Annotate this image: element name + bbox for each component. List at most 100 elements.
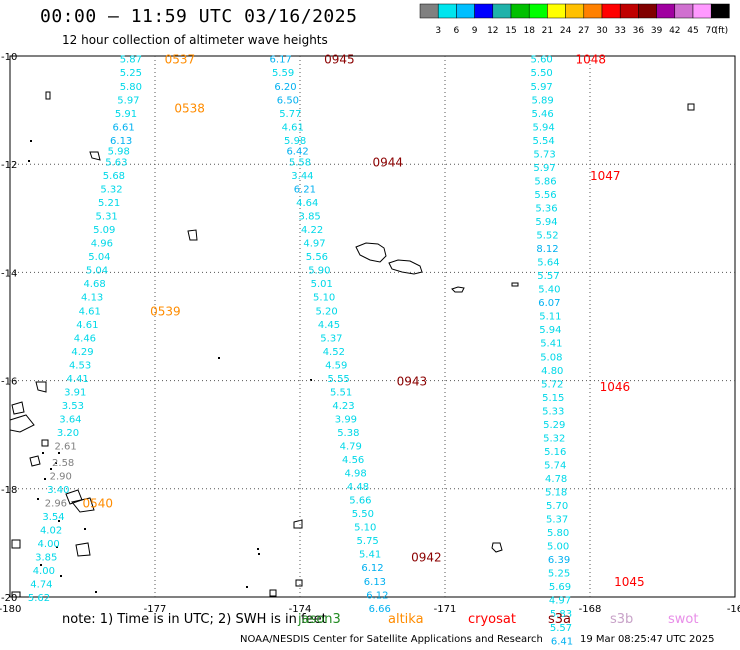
islet — [218, 357, 220, 359]
pass-label: 0944 — [373, 155, 404, 169]
wave-height-value: 4.98 — [344, 469, 366, 480]
wave-height-value: 5.21 — [98, 198, 120, 209]
wave-height-value: 5.00 — [547, 542, 569, 553]
islet — [50, 468, 52, 470]
islet — [95, 591, 97, 593]
wave-height-value: 6.07 — [538, 298, 560, 309]
wave-height-value: 5.33 — [542, 406, 564, 417]
wave-height-value: 5.32 — [543, 433, 565, 444]
wave-height-value: 5.16 — [544, 447, 566, 458]
island-m — [71, 497, 95, 513]
wave-height-value: 4.56 — [342, 455, 364, 466]
lon-tick-label: -168 — [579, 604, 602, 615]
islet — [40, 564, 42, 566]
pass-label: 0539 — [150, 304, 181, 318]
scale-label: 6 — [454, 26, 460, 36]
wave-height-value: 5.51 — [330, 387, 352, 398]
generated-date: 19 Mar 08:25:47 UTC 2025 — [580, 634, 715, 645]
wave-height-values: 5.875.255.805.975.916.616.135.985.635.68… — [28, 55, 573, 648]
island-d — [687, 103, 695, 111]
wave-height-value: 5.97 — [533, 163, 555, 174]
islet — [258, 553, 260, 555]
wave-height-value: 4.59 — [325, 360, 347, 371]
wave-height-value: 5.36 — [535, 203, 557, 214]
islet — [246, 586, 248, 588]
wave-height-value: 5.50 — [531, 68, 553, 79]
scale-label: 3 — [435, 26, 441, 36]
island-k — [29, 455, 41, 467]
wave-height-value: 5.37 — [320, 333, 342, 344]
pass-label: 1048 — [576, 53, 607, 67]
wave-height-value: 5.89 — [532, 95, 554, 106]
wave-height-value: 5.18 — [545, 488, 567, 499]
scale-label: 12 — [487, 26, 498, 36]
wave-height-value: 4.13 — [81, 293, 103, 304]
islet — [60, 575, 62, 577]
wave-height-value: 3.53 — [62, 401, 84, 412]
wave-height-value: 3.91 — [64, 387, 86, 398]
lat-tick-label: -20 — [1, 593, 17, 604]
satellite-legend-altika: altika — [388, 612, 424, 627]
scale-label: 70 — [705, 26, 717, 36]
wave-height-value: 3.20 — [57, 428, 79, 439]
wave-height-value: 4.64 — [296, 198, 318, 209]
wave-height-value: 6.17 — [270, 55, 292, 66]
wave-height-value: 5.41 — [540, 339, 562, 350]
islet — [257, 548, 259, 550]
island-tutuila — [451, 286, 465, 293]
coastlines — [9, 91, 695, 598]
wave-height-value: 5.94 — [539, 325, 561, 336]
island-samoa-savaii — [388, 259, 423, 275]
wave-height-value: 3.85 — [35, 552, 57, 563]
wave-height-value: 5.80 — [120, 82, 142, 93]
wave-height-value: 5.70 — [546, 501, 568, 512]
lat-tick-label: -10 — [1, 52, 17, 63]
wave-height-value: 5.94 — [532, 122, 554, 133]
lat-tick-label: -18 — [1, 485, 17, 496]
lat-tick-label: -12 — [1, 160, 17, 171]
scale-label: (ft) — [715, 26, 729, 36]
island-o — [75, 542, 91, 557]
wave-height-value: 4.79 — [340, 442, 362, 453]
pass-label: 0945 — [324, 53, 355, 67]
wave-height-value: 2.90 — [50, 471, 72, 482]
wave-height-value: 6.21 — [294, 185, 316, 196]
wave-height-value: 5.57 — [550, 623, 572, 634]
islet — [42, 452, 44, 454]
wave-height-value: 5.73 — [533, 149, 555, 160]
track-labels: 0537 0538 0539 0540 0945 0944 0943 0942 1048 1047… — [83, 53, 645, 589]
wave-height-value: 4.97 — [549, 596, 571, 607]
wave-height-value: 6.13 — [110, 136, 132, 147]
pass-label: 0538 — [174, 101, 205, 115]
island-n — [11, 539, 21, 549]
lon-tick-label: -174 — [289, 604, 312, 615]
pass-label: 1047 — [590, 169, 621, 183]
islet — [58, 452, 60, 454]
wave-height-value: 5.60 — [531, 55, 553, 66]
wave-height-value: 5.55 — [328, 374, 350, 385]
wave-height-value: 5.80 — [547, 528, 569, 539]
wave-height-value: 5.10 — [354, 523, 376, 534]
island-f — [89, 151, 101, 161]
wave-height-value: 5.40 — [538, 285, 560, 296]
wave-height-value: 5.91 — [115, 109, 137, 120]
wave-height-value: 5.32 — [100, 185, 122, 196]
wave-height-value: 4.02 — [40, 525, 62, 536]
wave-height-value: 4.74 — [30, 579, 52, 590]
wave-height-value: 4.78 — [545, 474, 567, 485]
island-c — [491, 542, 503, 553]
wave-height-value: 6.61 — [112, 122, 134, 133]
wave-height-value: 5.86 — [534, 176, 556, 187]
scale-label: 45 — [687, 26, 698, 36]
wave-height-value: 3.40 — [47, 485, 69, 496]
wave-height-value: 5.57 — [537, 271, 559, 282]
satellite-legend-s3b: s3b — [610, 612, 634, 627]
wave-height-value: 5.87 — [120, 55, 142, 66]
pass-label: 0943 — [397, 375, 428, 389]
map-subtitle: 12 hour collection of altimeter wave hei… — [62, 33, 328, 47]
wave-height-value: 4.68 — [83, 279, 105, 290]
wave-height-value: 4.52 — [323, 347, 345, 358]
wave-height-value: 5.50 — [352, 509, 374, 520]
wave-height-value: 4.00 — [38, 539, 60, 550]
